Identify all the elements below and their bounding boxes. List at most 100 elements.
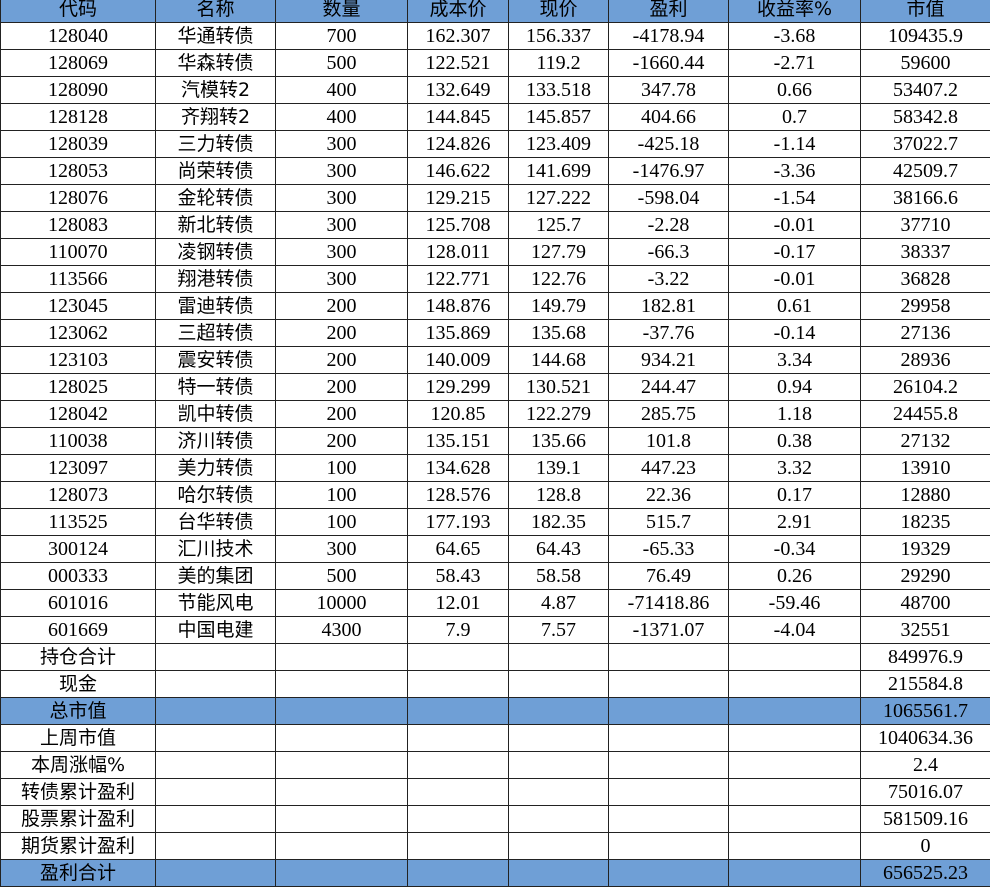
cell: 4.87	[508, 589, 609, 617]
data-row: 110070 凌钢转债 300 128.011 127.79 -66.3 -0.17 3833…	[0, 238, 990, 266]
cell: -0.01	[728, 211, 861, 239]
cell: 500	[275, 49, 408, 77]
cell: -1.54	[728, 184, 861, 212]
cell: 113566	[0, 265, 156, 293]
cell: 汽模转2	[155, 76, 276, 104]
cell: 125.7	[508, 211, 609, 239]
header-cell: 收益率%	[728, 0, 861, 23]
data-row: 128039 三力转债 300 124.826 123.409 -425.18 -1.14 3…	[0, 130, 990, 158]
cell: 齐翔转2	[155, 103, 276, 131]
cell: -66.3	[608, 238, 729, 266]
empty-cell	[155, 859, 276, 887]
empty-cell	[728, 670, 861, 698]
cell: 110038	[0, 427, 156, 455]
header-cell: 现价	[508, 0, 609, 23]
cell: -71418.86	[608, 589, 729, 617]
cell: 3.32	[728, 454, 861, 482]
cell: -1476.97	[608, 157, 729, 185]
data-row: 128083 新北转债 300 125.708 125.7 -2.28 -0.01 37710	[0, 211, 990, 239]
data-row: 110038 济川转债 200 135.151 135.66 101.8 0.38 27132	[0, 427, 990, 455]
cell: 100	[275, 454, 408, 482]
data-row: 000333 美的集团 500 58.43 58.58 76.49 0.26 29290	[0, 562, 990, 590]
cell: 华通转债	[155, 22, 276, 50]
cell: 113525	[0, 508, 156, 536]
empty-cell	[407, 859, 509, 887]
empty-cell	[155, 670, 276, 698]
cell: 135.869	[407, 319, 509, 347]
data-row: 128053 尚荣转债 300 146.622 141.699 -1476.97 -3.36…	[0, 157, 990, 185]
cell: 22.36	[608, 481, 729, 509]
header-row: 代码 名称 数量 成本价 现价 盈利 收益率% 市值	[0, 0, 990, 23]
data-row: 128073 哈尔转债 100 128.576 128.8 22.36 0.17 12880	[0, 481, 990, 509]
empty-cell	[275, 697, 408, 725]
cell: 台华转债	[155, 508, 276, 536]
cell: 节能风电	[155, 589, 276, 617]
cell: 300	[275, 535, 408, 563]
cell: -3.22	[608, 265, 729, 293]
cell: 447.23	[608, 454, 729, 482]
cell: 3.34	[728, 346, 861, 374]
cell: 汇川技术	[155, 535, 276, 563]
summary-label: 现金	[0, 670, 156, 698]
cell: 尚荣转债	[155, 157, 276, 185]
cell: 27132	[860, 427, 990, 455]
empty-cell	[608, 751, 729, 779]
empty-cell	[608, 859, 729, 887]
empty-cell	[508, 670, 609, 698]
summary-label: 持仓合计	[0, 643, 156, 671]
cell: 400	[275, 76, 408, 104]
summary-value: 1040634.36	[860, 724, 990, 752]
data-row: 300124 汇川技术 300 64.65 64.43 -65.33 -0.34 19329	[0, 535, 990, 563]
cell: 123062	[0, 319, 156, 347]
cell: 200	[275, 427, 408, 455]
empty-cell	[508, 724, 609, 752]
empty-cell	[275, 805, 408, 833]
data-row: 601016 节能风电 10000 12.01 4.87 -71418.86 -59.46 4…	[0, 589, 990, 617]
summary-row: 上周市值 1040634.36	[0, 724, 990, 752]
summary-row: 股票累计盈利 581509.16	[0, 805, 990, 833]
cell: 110070	[0, 238, 156, 266]
data-row: 113566 翔港转债 300 122.771 122.76 -3.22 -0.01 3682…	[0, 265, 990, 293]
empty-cell	[407, 670, 509, 698]
cell: -0.17	[728, 238, 861, 266]
cell: -1.14	[728, 130, 861, 158]
cell: 135.151	[407, 427, 509, 455]
cell: 18235	[860, 508, 990, 536]
cell: 1.18	[728, 400, 861, 428]
cell: 128128	[0, 103, 156, 131]
cell: -0.01	[728, 265, 861, 293]
cell: 182.35	[508, 508, 609, 536]
cell: 38166.6	[860, 184, 990, 212]
summary-row: 持仓合计 849976.9	[0, 643, 990, 671]
cell: 新北转债	[155, 211, 276, 239]
empty-cell	[155, 697, 276, 725]
cell: 515.7	[608, 508, 729, 536]
cell: -0.34	[728, 535, 861, 563]
cell: 601669	[0, 616, 156, 644]
cell: 134.628	[407, 454, 509, 482]
cell: 0.38	[728, 427, 861, 455]
summary-value: 215584.8	[860, 670, 990, 698]
cell: 123103	[0, 346, 156, 374]
empty-cell	[155, 832, 276, 860]
cell: 400	[275, 103, 408, 131]
empty-cell	[275, 778, 408, 806]
cell: 146.622	[407, 157, 509, 185]
data-row: 128128 齐翔转2 400 144.845 145.857 404.66 0.7 5834…	[0, 103, 990, 131]
cell: 132.649	[407, 76, 509, 104]
cell: 130.521	[508, 373, 609, 401]
empty-cell	[508, 859, 609, 887]
cell: 162.307	[407, 22, 509, 50]
cell: 200	[275, 400, 408, 428]
cell: 127.222	[508, 184, 609, 212]
cell: 2.91	[728, 508, 861, 536]
cell: -0.14	[728, 319, 861, 347]
summary-row: 盈利合计 656525.23	[0, 859, 990, 887]
cell: 128040	[0, 22, 156, 50]
cell: 128073	[0, 481, 156, 509]
cell: 0.17	[728, 481, 861, 509]
cell: 148.876	[407, 292, 509, 320]
cell: 156.337	[508, 22, 609, 50]
cell: 122.279	[508, 400, 609, 428]
